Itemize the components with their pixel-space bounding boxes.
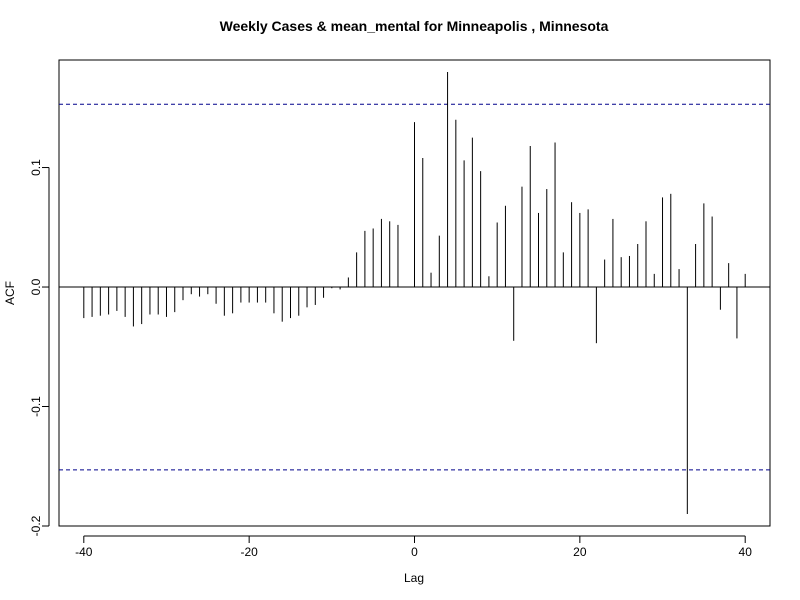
x-tick-label: 0: [411, 545, 418, 559]
x-tick-label: 40: [739, 545, 753, 559]
y-axis-title: ACF: [3, 281, 17, 305]
x-tick-label: -40: [75, 545, 93, 559]
axes: -40 -20 0 20 40 -0.2 -0.1 0.0 0.1: [29, 159, 770, 559]
y-tick-label: 0.1: [29, 159, 43, 176]
x-tick-label: -20: [240, 545, 258, 559]
acf-bars: [83, 71, 746, 515]
y-tick-label: 0.0: [29, 278, 43, 295]
x-axis-title: Lag: [404, 571, 424, 585]
y-tick-label: -0.1: [29, 396, 43, 417]
x-tick-label: 20: [573, 545, 587, 559]
chart-title: Weekly Cases & mean_mental for Minneapol…: [220, 18, 609, 34]
plot-frame: [58, 59, 771, 527]
y-tick-label: -0.2: [29, 515, 43, 536]
